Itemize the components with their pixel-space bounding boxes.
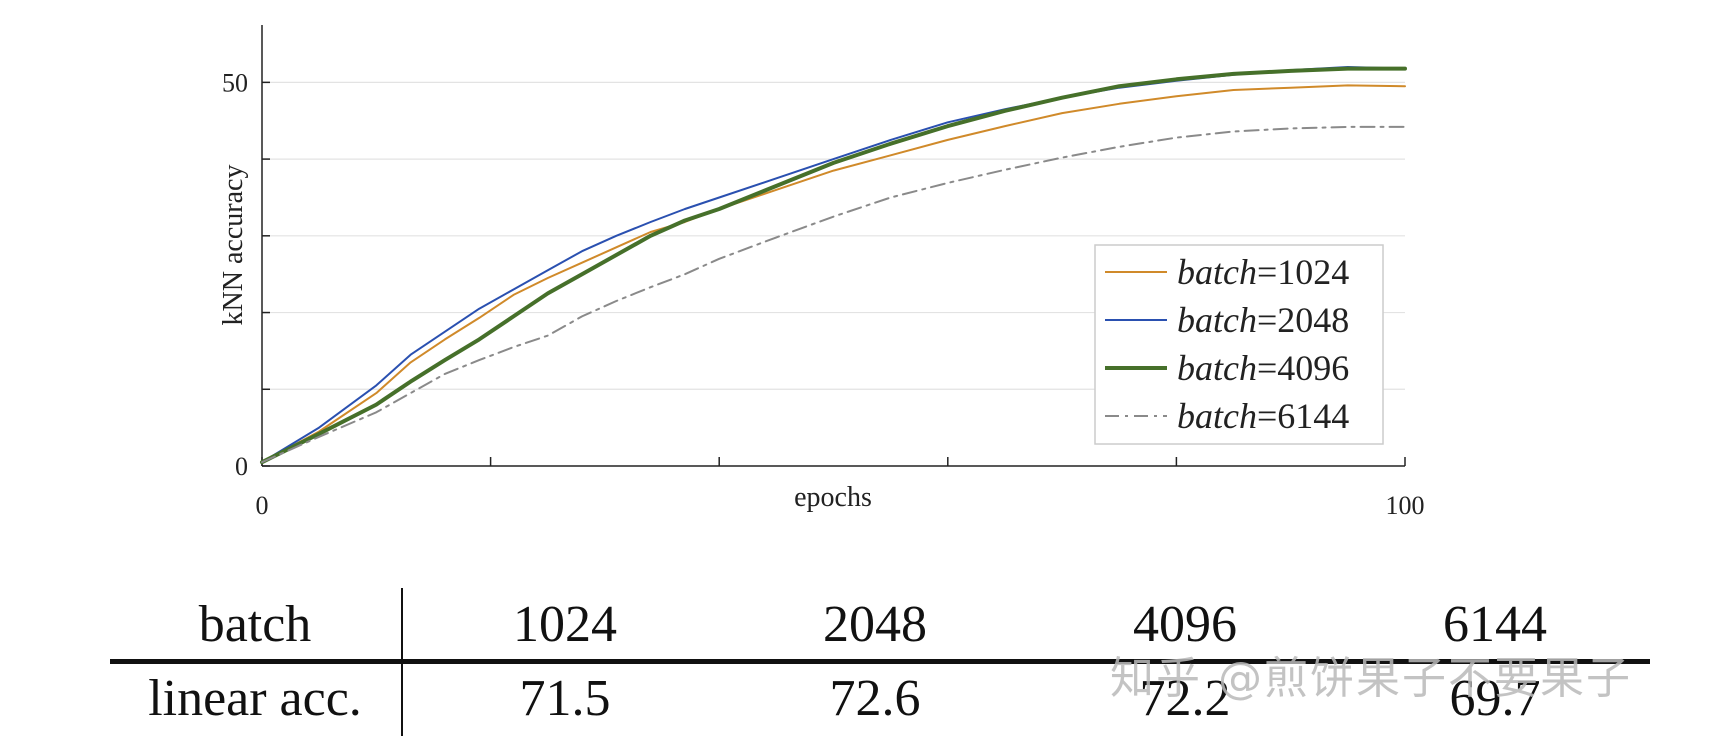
legend-label: batch=6144 <box>1177 396 1349 436</box>
table-cell: 71.5 <box>519 670 611 727</box>
legend-label: batch=2048 <box>1177 300 1349 340</box>
table-header-label: batch <box>198 596 312 653</box>
table-cell: 69.7 <box>1449 670 1541 727</box>
table-header-cell: 2048 <box>823 596 927 653</box>
x-tick-label: 0 <box>256 491 269 520</box>
x-tick-label: 100 <box>1386 491 1425 520</box>
table-header-cell: 1024 <box>513 596 617 653</box>
legend: batch=1024 batch=2048 batch=4096 batch=6144 <box>1094 244 1384 445</box>
table-cell: 72.6 <box>829 670 921 727</box>
legend-box <box>1094 244 1384 445</box>
y-tick-label: 50 <box>222 68 248 97</box>
y-tick-label: 0 <box>235 452 248 481</box>
table-row-label: linear acc. <box>148 670 362 727</box>
y-axis-title: kNN accuracy <box>218 165 249 326</box>
table-header-cell: 6144 <box>1443 596 1547 653</box>
series-line <box>261 125 1406 464</box>
legend-label: batch=4096 <box>1177 348 1349 388</box>
series-layer <box>260 66 1407 465</box>
x-axis-title: epochs <box>794 482 872 513</box>
results-table: batch 1024 2048 4096 6144 linear acc. 71… <box>110 588 1650 736</box>
legend-label: batch=1024 <box>1177 252 1349 292</box>
table-cell: 72.2 <box>1139 670 1231 727</box>
table-header-cell: 4096 <box>1133 596 1237 653</box>
table-header-row: batch 1024 2048 4096 6144 <box>110 588 1650 662</box>
watermark: 知乎 @煎饼果子不要果子 <box>1110 653 1632 704</box>
series-line <box>260 66 1407 465</box>
axis-ticks: 0 50 0 100 <box>222 68 1425 520</box>
table-row: linear acc. 71.5 72.6 72.2 69.7 <box>110 662 1650 736</box>
table-divider-horizontal <box>110 659 1650 664</box>
